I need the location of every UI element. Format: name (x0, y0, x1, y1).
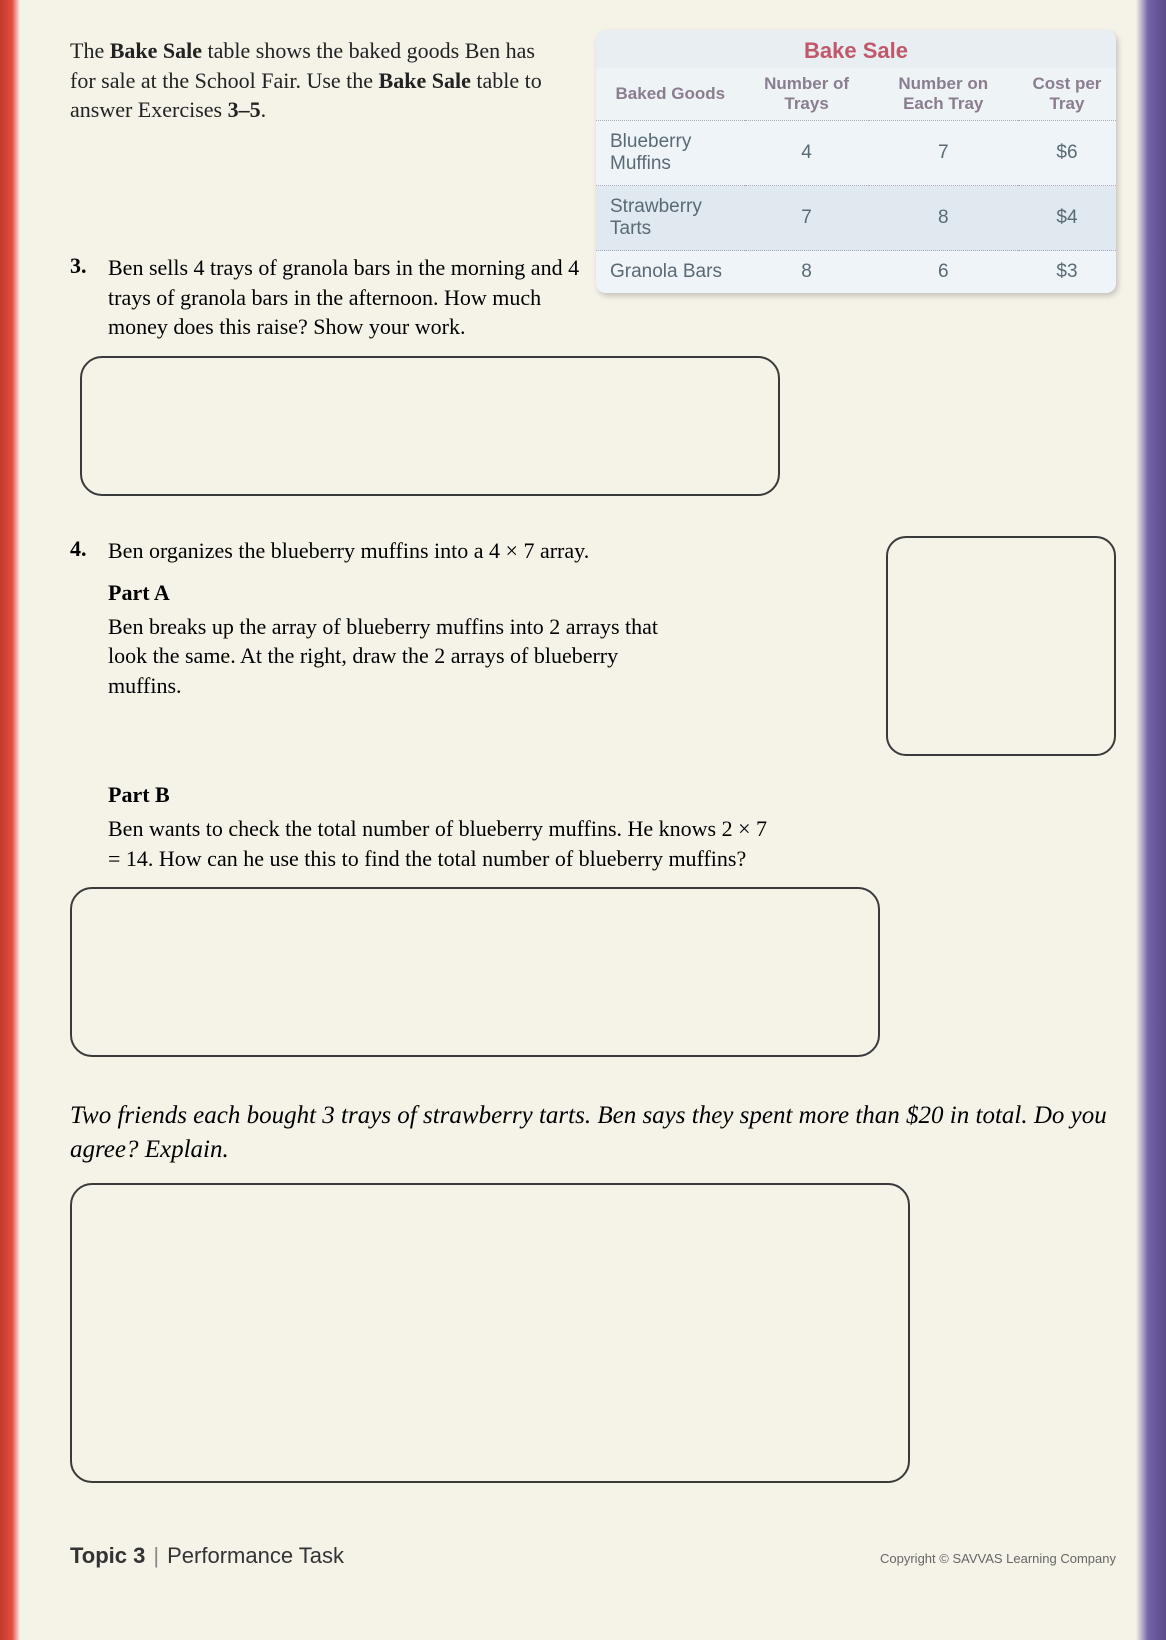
question-text: Ben sells 4 trays of granola bars in the… (108, 253, 590, 342)
table-row: Strawberry Tarts 7 8 $4 (596, 186, 1116, 251)
q4-partb-answer-box[interactable] (70, 887, 880, 1057)
question-text: Ben organizes the blueberry muffins into… (108, 536, 589, 566)
part-a-label: Part A (108, 580, 846, 606)
table-cell: 8 (869, 186, 1018, 251)
bake-sale-table: Bake Sale Baked Goods Number of Trays Nu… (596, 30, 1116, 293)
footer-topic-bold: Topic 3 (70, 1543, 145, 1568)
table-header: Baked Goods (596, 68, 745, 121)
footer-copyright: Copyright © SAVVAS Learning Company (880, 1551, 1116, 1566)
separator-icon: | (153, 1543, 159, 1568)
question-4: 4. Ben organizes the blueberry muffins i… (70, 536, 846, 566)
table-cell: $6 (1018, 121, 1116, 186)
table-title: Bake Sale (596, 30, 1116, 68)
intro-text: . (261, 97, 267, 122)
question-5: Two friends each bought 3 trays of straw… (70, 1099, 1116, 1167)
footer-topic: Topic 3 | Performance Task (70, 1543, 344, 1569)
table-cell: Granola Bars (596, 251, 745, 294)
table-cell: 7 (745, 186, 869, 251)
intro-bold-1: Bake Sale (110, 38, 202, 63)
footer-topic-rest: Performance Task (167, 1543, 344, 1568)
table-cell: 6 (869, 251, 1018, 294)
table-header: Number of Trays (745, 68, 869, 121)
table-header: Cost per Tray (1018, 68, 1116, 121)
question-number: 4. (70, 536, 98, 562)
table-row: Granola Bars 8 6 $3 (596, 251, 1116, 294)
table-cell: 7 (869, 121, 1018, 186)
table-header: Number on Each Tray (869, 68, 1018, 121)
question-number: 3. (70, 253, 98, 279)
question-text: Two friends each bought 3 trays of straw… (70, 1102, 1107, 1163)
part-a-text: Ben breaks up the array of blueberry muf… (108, 612, 668, 701)
intro-text: The (70, 38, 110, 63)
table-row: Blueberry Muffins 4 7 $6 (596, 121, 1116, 186)
q5-answer-box[interactable] (70, 1183, 910, 1483)
table-cell: Strawberry Tarts (596, 186, 745, 251)
table-cell: $4 (1018, 186, 1116, 251)
intro-bold-3: 3–5 (228, 97, 261, 122)
question-3: 3. Ben sells 4 trays of granola bars in … (70, 253, 590, 342)
q4-draw-box[interactable] (886, 536, 1116, 756)
table-cell: Blueberry Muffins (596, 121, 745, 186)
table-cell: $3 (1018, 251, 1116, 294)
part-b-label: Part B (108, 782, 1116, 808)
intro-paragraph: The Bake Sale table shows the baked good… (70, 30, 566, 125)
table-cell: 4 (745, 121, 869, 186)
q3-answer-box[interactable] (80, 356, 780, 496)
intro-bold-2: Bake Sale (379, 68, 471, 93)
table-cell: 8 (745, 251, 869, 294)
part-b-text: Ben wants to check the total number of b… (108, 814, 768, 873)
